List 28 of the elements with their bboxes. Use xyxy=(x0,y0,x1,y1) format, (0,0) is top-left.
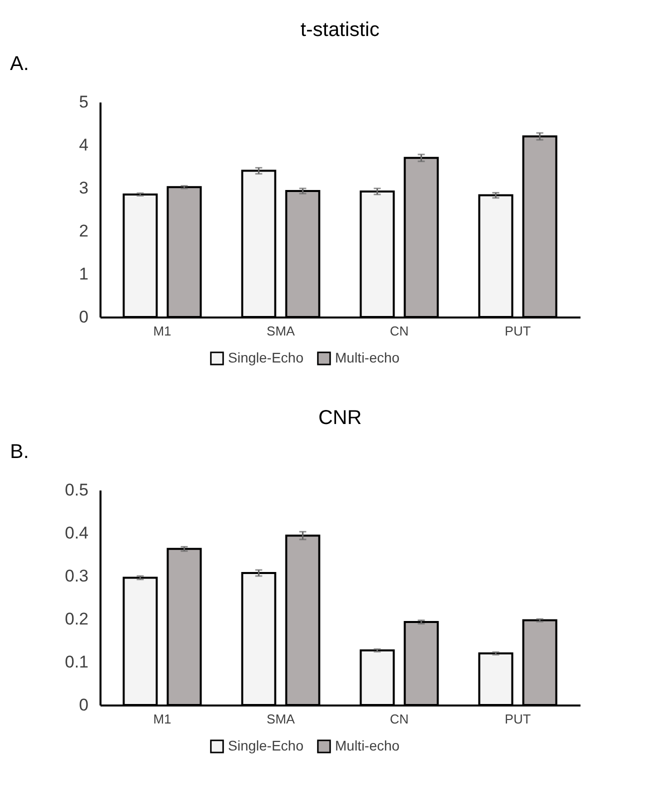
x-tick-label: CN xyxy=(390,324,409,338)
y-tick-label: 1 xyxy=(79,264,88,284)
text: B. xyxy=(10,441,29,463)
legend-label: Multi-echo xyxy=(335,737,400,754)
y-tick-label: 0.4 xyxy=(64,524,88,542)
x-tick-label: PUT xyxy=(504,324,531,338)
x-tick-label: PUT xyxy=(504,712,531,726)
x-tick-label: M1 xyxy=(153,712,172,726)
y-tick-label: 0.5 xyxy=(64,480,88,500)
x-tick-label: SMA xyxy=(266,712,296,726)
legend-label: Multi-echo xyxy=(335,349,400,366)
chart-title: t-statistic xyxy=(300,19,380,41)
x-tick-label: CN xyxy=(390,712,409,726)
x-tick-label: SMA xyxy=(266,324,296,338)
y-tick-label: 4 xyxy=(79,136,88,154)
y-tick-label: 5 xyxy=(79,92,88,112)
y-tick-label: 3 xyxy=(79,178,88,198)
y-tick-label: 0.3 xyxy=(64,566,88,586)
y-tick-label: 0 xyxy=(79,308,88,326)
x-tick-label: M1 xyxy=(153,324,172,338)
y-tick-label: 0.2 xyxy=(64,610,88,628)
legend-label: Single-Echo xyxy=(228,349,304,366)
text: A. xyxy=(10,53,29,75)
y-tick-label: 2 xyxy=(79,222,88,240)
chart-title: CNR xyxy=(318,407,362,429)
y-tick-label: 0 xyxy=(79,696,88,714)
legend-label: Single-Echo xyxy=(228,737,304,754)
y-tick-label: 0.1 xyxy=(64,652,88,672)
